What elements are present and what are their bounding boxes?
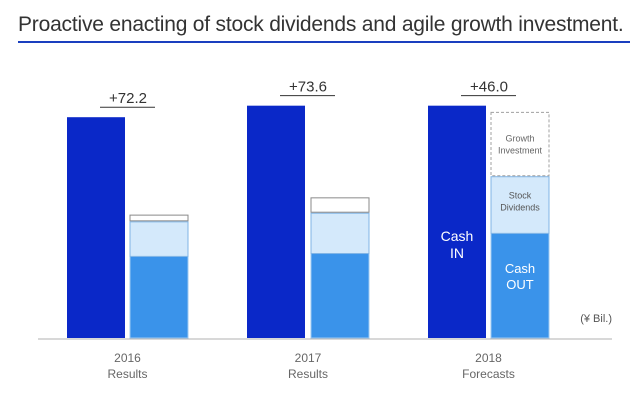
stock-dividends-label-line1: Stock (509, 191, 532, 201)
cash-in-bar-2018 (428, 105, 486, 339)
x-tick-year-2017: 2017 (295, 351, 322, 365)
stock-dividends-segment-2016 (129, 221, 189, 257)
growth-investment-segment-2018 (490, 111, 550, 177)
x-tick-sub-2018: Forecasts (462, 367, 515, 381)
cash-out-segment-2017 (310, 253, 370, 339)
growth-investment-segment-2016 (129, 214, 189, 222)
chart-title: Proactive enacting of stock dividends an… (18, 13, 624, 36)
x-tick-sub-2016: Results (107, 367, 147, 381)
x-tick-year-2018: 2018 (475, 351, 502, 365)
x-tick-year-2016: 2016 (114, 351, 141, 365)
cash-in-label-line1: Cash (441, 228, 474, 244)
unit-label: (¥ Bil.) (580, 313, 612, 325)
stock-dividends-segment-2017 (310, 212, 370, 255)
cash-out-label-line1: Cash (505, 261, 535, 276)
title-underline (18, 41, 630, 43)
difference-label-2016: +72.2 (109, 90, 147, 107)
cash-in-bar-2016 (67, 117, 125, 338)
growth-investment-label-line2: Investment (498, 145, 543, 155)
growth-investment-segment-2017 (310, 197, 370, 213)
cash-out-label-line2: OUT (506, 277, 534, 292)
growth-investment-label-line1: Growth (505, 133, 534, 143)
stock-dividends-label-line2: Dividends (500, 203, 540, 213)
stock-dividends-segment-2018 (490, 176, 550, 234)
difference-label-2017: +73.6 (289, 79, 327, 96)
cash-out-segment-2016 (129, 255, 189, 339)
x-tick-sub-2017: Results (288, 367, 328, 381)
difference-label-2018: +46.0 (470, 79, 508, 96)
cash-in-bar-2017 (247, 105, 305, 339)
cash-out-segment-2018 (490, 232, 550, 339)
cash-in-label-line2: IN (450, 245, 464, 261)
